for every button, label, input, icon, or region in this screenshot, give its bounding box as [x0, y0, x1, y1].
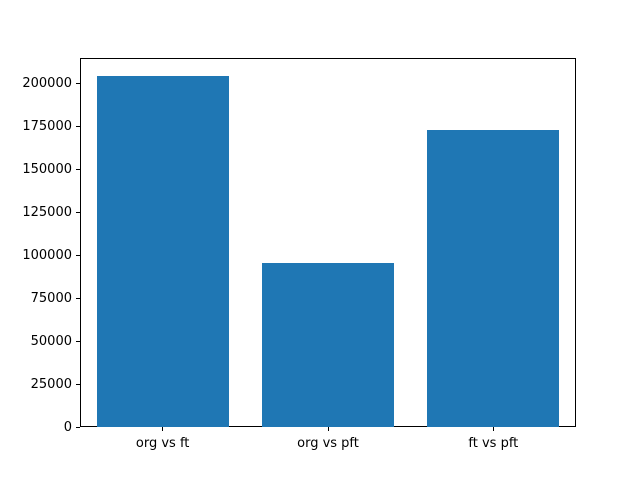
y-tick-label: 200000 [22, 75, 72, 91]
y-tick-mark [76, 125, 80, 127]
x-tick-mark [162, 427, 164, 431]
x-tick-label: ft vs pft [468, 436, 519, 451]
y-tick-label: 175000 [22, 118, 72, 134]
bar-org-vs-ft [96, 75, 229, 427]
y-tick-label: 0 [63, 419, 72, 435]
y-tick-mark [76, 211, 80, 213]
y-tick-mark [76, 82, 80, 84]
y-tick-mark [76, 254, 80, 256]
y-tick-mark [76, 297, 80, 299]
x-tick-mark [492, 427, 494, 431]
x-tick-mark [327, 427, 329, 431]
y-tick-mark [76, 426, 80, 428]
bar-ft-vs-pft [427, 130, 560, 427]
y-tick-label: 125000 [22, 204, 72, 220]
x-tick-label: org vs ft [135, 436, 190, 451]
y-tick-label: 150000 [22, 161, 72, 177]
y-tick-label: 50000 [30, 333, 72, 349]
x-tick-label: org vs pft [297, 436, 359, 451]
y-tick-label: 100000 [22, 247, 72, 263]
y-tick-label: 75000 [30, 290, 72, 306]
y-tick-label: 25000 [30, 376, 72, 392]
y-tick-mark [76, 383, 80, 385]
bar-org-vs-pft [261, 263, 395, 427]
y-tick-mark [76, 340, 80, 342]
y-tick-mark [76, 168, 80, 170]
